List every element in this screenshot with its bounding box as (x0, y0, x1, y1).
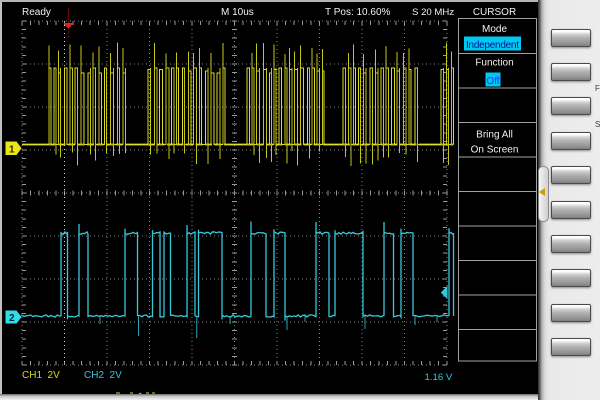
svg-text:On Screen: On Screen (471, 145, 519, 156)
svg-text:M 10us: M 10us (221, 7, 254, 18)
svg-text:CH1 2V: CH1 2V (22, 370, 60, 381)
svg-text:CURSOR: CURSOR (473, 7, 516, 18)
svg-text:Function: Function (475, 58, 513, 69)
svg-text:S 20 MHz: S 20 MHz (412, 7, 454, 18)
svg-text:Off: Off (486, 76, 499, 87)
svg-text:Mode: Mode (482, 24, 507, 35)
svg-text:2: 2 (9, 313, 15, 324)
svg-text:1: 1 (9, 144, 15, 155)
svg-text:CH2 2V: CH2 2V (84, 370, 122, 381)
svg-text:1.16 V: 1.16 V (425, 372, 453, 383)
svg-text:Ready: Ready (22, 7, 51, 18)
svg-text:Bring All: Bring All (476, 130, 513, 141)
svg-text:T Pos: 10.60%: T Pos: 10.60% (325, 7, 391, 18)
svg-text:Independent: Independent (466, 40, 519, 51)
